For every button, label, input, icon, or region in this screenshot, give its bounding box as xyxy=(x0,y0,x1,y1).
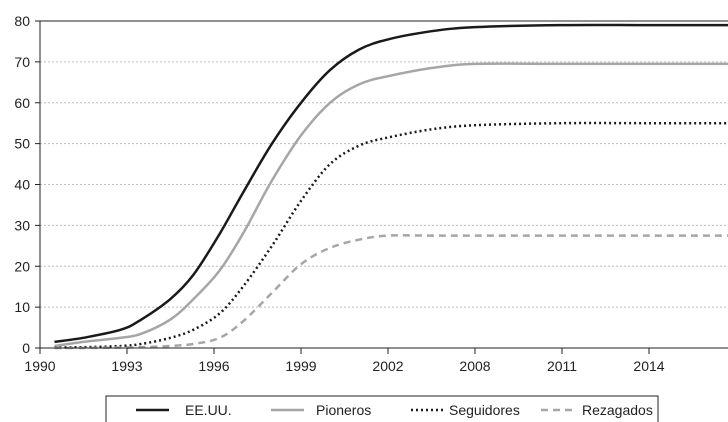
y-axis-ticks: 0 10 20 30 40 50 60 70 80 xyxy=(14,13,40,356)
legend-label: EE.UU. xyxy=(185,402,232,418)
series-lines xyxy=(54,23,728,350)
x-tick-label: 1999 xyxy=(285,358,316,374)
y-tick-label: 40 xyxy=(14,177,30,193)
x-tick-label: 2014 xyxy=(633,358,664,374)
x-tick-label: 1990 xyxy=(24,358,55,374)
x-tick-label: 1993 xyxy=(111,358,142,374)
x-axis-ticks: 1990 1993 1996 1999 2002 2008 2011 2014 xyxy=(24,348,665,374)
y-tick-label: 80 xyxy=(14,13,30,29)
legend-label: Seguidores xyxy=(449,402,520,418)
x-tick-label: 2008 xyxy=(459,358,490,374)
series-line-ee-uu xyxy=(54,23,728,344)
y-tick-label: 20 xyxy=(14,258,30,274)
series-line-rezagados xyxy=(54,234,728,350)
legend-label: Rezagados xyxy=(582,402,653,418)
legend-box xyxy=(105,395,659,422)
series-line-pioneros xyxy=(54,62,728,348)
x-tick-label: 2011 xyxy=(547,358,577,374)
x-tick-label: 1996 xyxy=(198,358,229,374)
y-tick-label: 50 xyxy=(14,136,30,152)
y-tick-label: 30 xyxy=(14,217,30,233)
y-tick-label: 60 xyxy=(14,95,30,111)
y-tick-label: 10 xyxy=(14,299,30,315)
x-tick-label: 2002 xyxy=(372,358,403,374)
legend: EE.UU. Pioneros Seguidores Rezagados xyxy=(105,395,659,422)
y-tick-label: 70 xyxy=(14,54,30,70)
y-tick-label: 0 xyxy=(22,340,30,356)
legend-label: Pioneros xyxy=(316,402,371,418)
